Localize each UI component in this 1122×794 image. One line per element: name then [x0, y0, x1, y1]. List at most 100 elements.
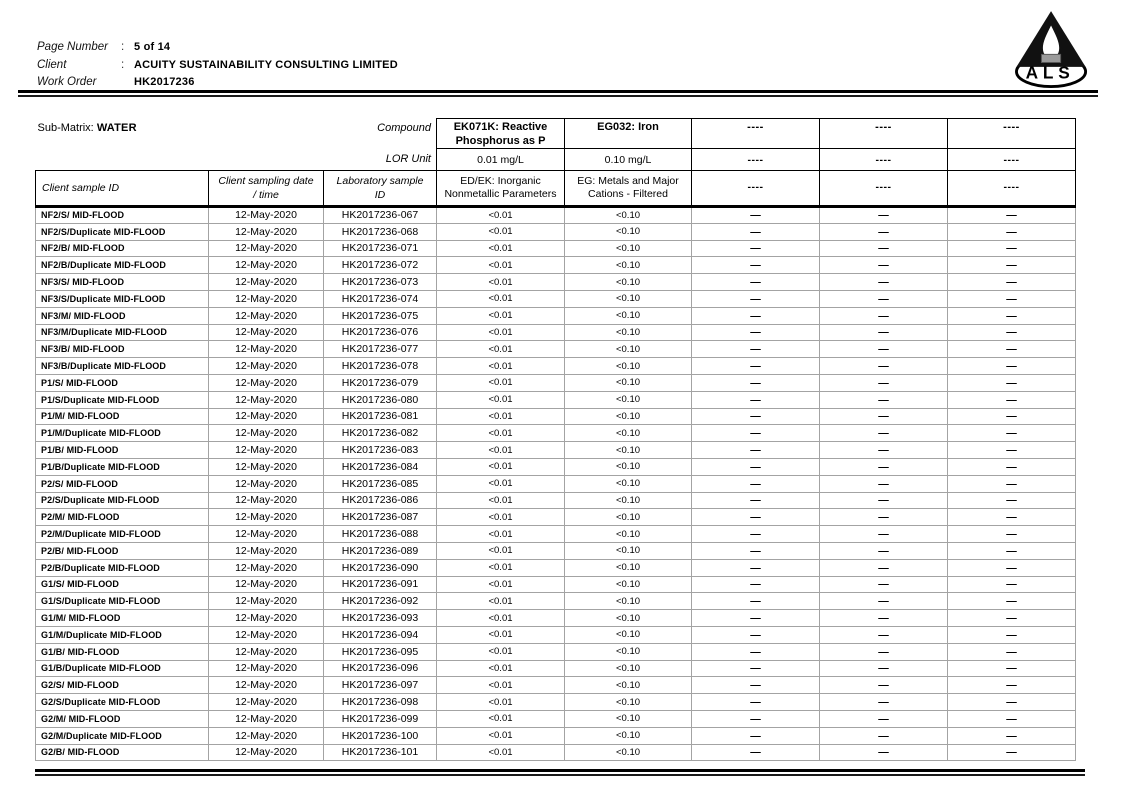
value-ek071k: <0.01 [436, 273, 565, 291]
value-col6: — [819, 743, 948, 762]
client-sample-id: NF2/S/ MID-FLOOD [35, 206, 209, 224]
client-sample-id: P1/S/ MID-FLOOD [35, 373, 209, 392]
client-sample-id: NF3/S/ MID-FLOOD [35, 273, 209, 291]
value-col5: — [691, 306, 820, 325]
work-order-separator [121, 74, 134, 92]
value-ek071k: <0.01 [436, 592, 565, 611]
sampling-date: 12-May-2020 [208, 491, 324, 510]
sampling-date: 12-May-2020 [208, 642, 324, 661]
results-table: Sub-Matrix: WATER Compound EK071K: React… [35, 118, 1076, 762]
client-sample-id: P1/S/Duplicate MID-FLOOD [35, 390, 209, 409]
value-eg032: <0.10 [564, 558, 692, 577]
value-col5: — [691, 323, 820, 342]
client-sample-id: P1/B/ MID-FLOOD [35, 441, 209, 459]
value-col7: — [947, 693, 1076, 711]
value-ek071k: <0.01 [436, 289, 565, 308]
footer-divider-rule [35, 769, 1085, 776]
value-eg032: <0.10 [564, 693, 692, 711]
client-sample-id: NF2/S/Duplicate MID-FLOOD [35, 222, 209, 241]
value-col5: — [691, 222, 820, 241]
value-eg032: <0.10 [564, 491, 692, 510]
value-eg032: <0.10 [564, 390, 692, 409]
col-header-line: Client sample ID [42, 182, 120, 194]
compound-label: Compound [377, 121, 431, 134]
value-col6: — [819, 709, 948, 728]
client-sample-id: NF2/B/ MID-FLOOD [35, 239, 209, 258]
client-sample-id: NF3/S/Duplicate MID-FLOOD [35, 289, 209, 308]
work-order-label: Work Order [37, 76, 97, 88]
sampling-date: 12-May-2020 [208, 659, 324, 678]
value-eg032: <0.10 [564, 592, 692, 611]
col-header-lab-sample-id: Laboratory sample ID [323, 170, 437, 208]
value-eg032: <0.10 [564, 256, 692, 275]
value-col6: — [819, 693, 948, 711]
value-col5: — [691, 441, 820, 459]
value-col7: — [947, 306, 1076, 325]
table-row: G1/B/ MID-FLOOD 12-May-2020 HK2017236-095 <… [35, 642, 1076, 661]
client-sample-id: G2/M/ MID-FLOOD [35, 709, 209, 728]
client-sample-id: P2/M/Duplicate MID-FLOOD [35, 525, 209, 543]
value-eg032: <0.10 [564, 407, 692, 426]
sub-matrix: Sub-Matrix: WATER [38, 122, 137, 134]
value-col7: — [947, 659, 1076, 678]
lab-sample-id: HK2017236-067 [323, 206, 437, 224]
sampling-date: 12-May-2020 [208, 541, 324, 560]
table-row: G2/M/ MID-FLOOD 12-May-2020 HK2017236-099 <… [35, 709, 1076, 728]
client-sample-id: G2/M/Duplicate MID-FLOOD [35, 726, 209, 745]
value-col5: — [691, 558, 820, 577]
value-ek071k: <0.01 [436, 222, 565, 241]
sampling-date: 12-May-2020 [208, 457, 324, 476]
compound-col-ek071k: EK071K: Reactive Phosphorus as P [436, 118, 565, 149]
lab-sample-id: HK2017236-075 [323, 306, 437, 325]
sub-matrix-label: Sub-Matrix: [37, 121, 94, 134]
lab-sample-id: HK2017236-096 [323, 659, 437, 678]
value-ek071k: <0.01 [436, 659, 565, 678]
client-sample-id: NF3/B/Duplicate MID-FLOOD [35, 357, 209, 375]
value-col7: — [947, 474, 1076, 493]
value-ek071k: <0.01 [436, 676, 565, 695]
value-col7: — [947, 609, 1076, 627]
value-ek071k: <0.01 [436, 726, 565, 745]
value-col6: — [819, 525, 948, 543]
lab-sample-id: HK2017236-090 [323, 558, 437, 577]
value-eg032: <0.10 [564, 239, 692, 258]
als-logo-graphic: ALS [1015, 11, 1088, 88]
table-row: G2/S/ MID-FLOOD 12-May-2020 HK2017236-097 <… [35, 676, 1076, 695]
lor-unit-row: LOR Unit 0.01 mg/L 0.10 mg/L ---- ---- -… [35, 148, 1076, 171]
lor-unit-blank-1: ---- [691, 148, 820, 171]
value-col7: — [947, 407, 1076, 426]
value-col6: — [819, 239, 948, 258]
table-row: P1/B/Duplicate MID-FLOOD 12-May-2020 HK201… [35, 457, 1076, 476]
value-eg032: <0.10 [564, 441, 692, 459]
value-ek071k: <0.01 [436, 609, 565, 627]
value-ek071k: <0.01 [436, 239, 565, 258]
lab-sample-id: HK2017236-076 [323, 323, 437, 342]
table-row: P2/M/Duplicate MID-FLOOD 12-May-2020 HK201… [35, 525, 1076, 543]
value-col5: — [691, 340, 820, 359]
value-eg032: <0.10 [564, 273, 692, 291]
value-eg032: <0.10 [564, 676, 692, 695]
lor-unit-label: LOR Unit [35, 148, 437, 171]
value-col7: — [947, 457, 1076, 476]
value-col7: — [947, 206, 1076, 224]
value-eg032: <0.10 [564, 508, 692, 527]
value-col6: — [819, 273, 948, 291]
value-col5: — [691, 609, 820, 627]
sampling-date: 12-May-2020 [208, 407, 324, 426]
als-logo-text: ALS [1026, 62, 1075, 82]
value-col7: — [947, 323, 1076, 342]
value-eg032: <0.10 [564, 340, 692, 359]
lab-sample-id: HK2017236-092 [323, 592, 437, 611]
client-sample-id: G1/B/ MID-FLOOD [35, 642, 209, 661]
table-row: P2/B/Duplicate MID-FLOOD 12-May-2020 HK201… [35, 558, 1076, 577]
page-number-value: 5 of 14 [134, 41, 171, 53]
value-col5: — [691, 676, 820, 695]
meta-row-work-order: Work Order HK2017236 [37, 74, 398, 92]
value-col6: — [819, 256, 948, 275]
sampling-date: 12-May-2020 [208, 206, 324, 224]
table-row: P2/S/Duplicate MID-FLOOD 12-May-2020 HK201… [35, 491, 1076, 510]
value-col7: — [947, 676, 1076, 695]
value-ek071k: <0.01 [436, 407, 565, 426]
lab-sample-id: HK2017236-101 [323, 743, 437, 762]
value-eg032: <0.10 [564, 373, 692, 392]
